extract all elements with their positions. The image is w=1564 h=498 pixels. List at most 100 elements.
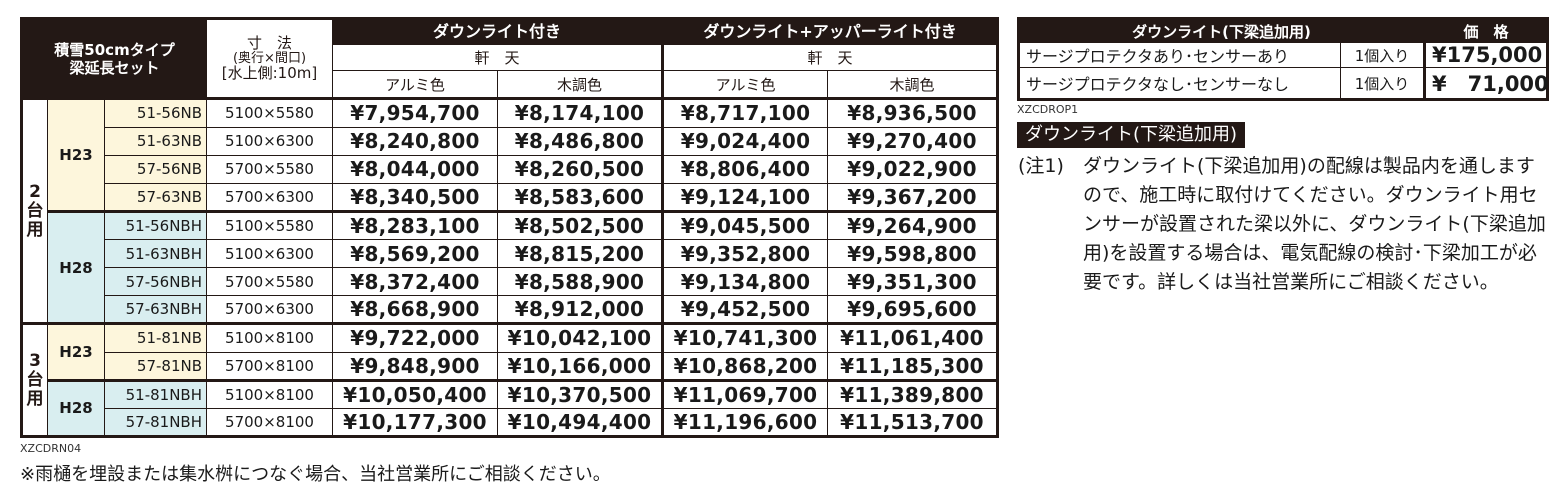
product-code-cell: 57-81NBH — [103, 407, 208, 438]
price-cell: ¥10,494,400 — [497, 407, 664, 438]
price-cell: ¥9,848,900 — [332, 351, 499, 381]
dimension-cell: 5100×6300 — [206, 126, 334, 156]
price-cell: ¥8,936,500 — [827, 97, 999, 128]
product-code-cell: 51-81NBH — [103, 378, 208, 409]
dimension-cell: 5100×8100 — [206, 322, 334, 353]
price-cell: ¥8,668,900 — [332, 295, 499, 325]
group-header-downlight: ダウンライト付き — [332, 17, 664, 46]
price-cell: ¥9,598,800 — [827, 238, 999, 269]
size-header-line2: (奥行×間口) — [232, 51, 307, 67]
table-row: 57-63NB 5700×6300 ¥8,340,500 ¥8,583,600 ¥9,1… — [22, 182, 999, 212]
option-row-1-price: ¥175,000 — [1423, 42, 1548, 68]
price-cell: ¥9,134,800 — [661, 267, 829, 297]
product-code-cell: 57-56NBH — [103, 267, 208, 297]
footnote: ※雨樋を埋設または集水桝につなぐ場合、当社営業所にご相談ください。 — [20, 464, 611, 485]
dimension-cell: 5700×6300 — [206, 182, 334, 212]
product-title-line1: 積雪50cmタイプ — [54, 40, 175, 59]
option-row-1-name: サージプロテクタあり･センサーあり — [1018, 42, 1341, 68]
price-cell: ¥10,177,300 — [332, 407, 499, 438]
col-aluminum-2: アルミ色 — [661, 70, 829, 100]
price-cell: ¥8,372,400 — [332, 267, 499, 297]
dimension-cell: 5100×5580 — [206, 97, 334, 128]
price-cell: ¥8,815,200 — [497, 238, 664, 269]
price-cell: ¥8,717,100 — [661, 97, 829, 128]
price-cell: ¥8,340,500 — [332, 182, 499, 212]
price-cell: ¥10,868,200 — [661, 351, 829, 381]
price-cell: ¥8,583,600 — [497, 182, 664, 212]
option-header-price: 価 格 — [1423, 18, 1548, 43]
product-code-cell: 57-56NB — [103, 154, 208, 184]
col-wood-2: 木調色 — [827, 70, 999, 100]
price-cell: ¥9,351,300 — [827, 267, 999, 297]
dimension-cell: 5700×5580 — [206, 154, 334, 184]
option-table-code: XZCDROP1 — [1017, 103, 1079, 116]
size-header-cell: 寸 法 (奥行×間口) [水上側:10m] — [206, 17, 334, 100]
table-row: 57-63NBH 5700×6300 ¥8,668,900 ¥8,912,000 ¥9,… — [22, 295, 999, 325]
option-price-table: ダウンライト(下梁追加用) 価 格 サージプロテクタあり･センサーあり 1個入り… — [1017, 17, 1549, 101]
price-cell: ¥8,260,500 — [497, 154, 664, 184]
price-cell: ¥9,367,200 — [827, 182, 999, 212]
price-cell: ¥9,352,800 — [661, 238, 829, 269]
price-cell: ¥11,185,300 — [827, 351, 999, 381]
product-title-cell: 積雪50cmタイプ 梁延長セット — [20, 17, 208, 100]
price-cell: ¥10,741,300 — [661, 322, 829, 353]
price-cell: ¥8,569,200 — [332, 238, 499, 269]
subheader-eave-2: 軒 天 — [661, 44, 999, 72]
dimension-cell: 5700×5580 — [206, 267, 334, 297]
price-table-body: 積雪50cmタイプ 梁延長セット 寸 法 (奥行×間口) [水上側:10m] ダ… — [20, 17, 999, 438]
note-section-title: ダウンライト(下梁追加用) — [1017, 122, 1246, 148]
dimension-cell: 5100×8100 — [206, 378, 334, 409]
product-code-cell: 51-63NB — [103, 126, 208, 156]
price-cell: ¥9,695,600 — [827, 295, 999, 325]
height-cell: H23 — [47, 97, 105, 212]
product-code-cell: 51-56NBH — [103, 209, 208, 241]
unit-count-cell: 2台用 — [21, 97, 48, 325]
note-text: ダウンライト(下梁追加用)の配線は製品内を通しますので、施工時に取付けてください… — [1083, 155, 1546, 293]
height-cell: H28 — [47, 378, 105, 438]
table-row: H28 51-56NBH 5100×5580 ¥8,283,100 ¥8,502,500… — [22, 209, 999, 325]
subheader-eave-1: 軒 天 — [332, 44, 664, 72]
price-cell: ¥8,283,100 — [332, 209, 499, 241]
price-cell: ¥9,024,400 — [661, 126, 829, 156]
dimension-cell: 5700×6300 — [206, 295, 334, 325]
option-row-2-price: ¥ 71,000 — [1423, 67, 1549, 100]
price-cell: ¥8,806,400 — [661, 154, 829, 184]
price-cell: ¥10,370,500 — [497, 378, 664, 409]
table-row: 3台用 H23 51-81NB 5100×8100 ¥9,722,000 ¥10,042,… — [21, 322, 999, 437]
price-cell: ¥8,912,000 — [497, 295, 664, 325]
note-label: (注1) — [1018, 155, 1064, 177]
option-row-1-qty: 1個入り — [1340, 42, 1425, 68]
price-cell: ¥9,264,900 — [827, 209, 999, 241]
price-cell: ¥10,050,400 — [332, 378, 499, 409]
price-cell: ¥8,044,000 — [332, 154, 499, 184]
table-row: 57-81NB 5700×8100 ¥9,848,900 ¥10,166,000 ¥10… — [22, 351, 999, 381]
price-cell: ¥8,502,500 — [497, 209, 664, 241]
price-cell: ¥8,588,900 — [497, 267, 664, 297]
height-cell: H28 — [47, 209, 105, 325]
dimension-cell: 5700×8100 — [206, 351, 334, 381]
table-code: XZCDRN04 — [20, 442, 82, 455]
product-code-cell: 51-56NB — [103, 97, 208, 128]
price-cell: ¥8,486,800 — [497, 126, 664, 156]
dimension-cell: 5700×8100 — [206, 407, 334, 438]
col-wood-1: 木調色 — [497, 70, 664, 100]
table-row: H28 51-81NBH 5100×8100 ¥10,050,400 ¥10,370,5… — [22, 378, 999, 438]
table-row: 57-56NBH 5700×5580 ¥8,372,400 ¥8,588,900 ¥9,… — [22, 267, 999, 297]
price-cell: ¥10,166,000 — [497, 351, 664, 381]
price-cell: ¥11,513,700 — [827, 407, 999, 438]
option-row-2-name: サージプロテクタなし･センサーなし — [1018, 67, 1341, 100]
price-cell: ¥11,061,400 — [827, 322, 999, 353]
group-header-downlight-uplight: ダウンライト+アッパーライト付き — [661, 17, 999, 46]
height-cell: H23 — [47, 322, 105, 381]
price-cell: ¥10,042,100 — [497, 322, 664, 353]
table-row: 51-63NBH 5100×6300 ¥8,569,200 ¥8,815,200 ¥9,… — [22, 238, 999, 269]
product-code-cell: 51-63NBH — [103, 238, 208, 269]
price-table: 積雪50cmタイプ 梁延長セット 寸 法 (奥行×間口) [水上側:10m] ダ… — [20, 17, 1000, 438]
price-cell: ¥11,389,800 — [827, 378, 999, 409]
price-cell: ¥7,954,700 — [332, 97, 499, 128]
product-title-line2: 梁延長セット — [69, 58, 160, 77]
product-code-cell: 57-81NB — [103, 351, 208, 381]
size-header-line1: 寸 法 — [247, 34, 293, 53]
dimension-cell: 5100×6300 — [206, 238, 334, 269]
product-code-cell: 51-81NB — [103, 322, 208, 353]
